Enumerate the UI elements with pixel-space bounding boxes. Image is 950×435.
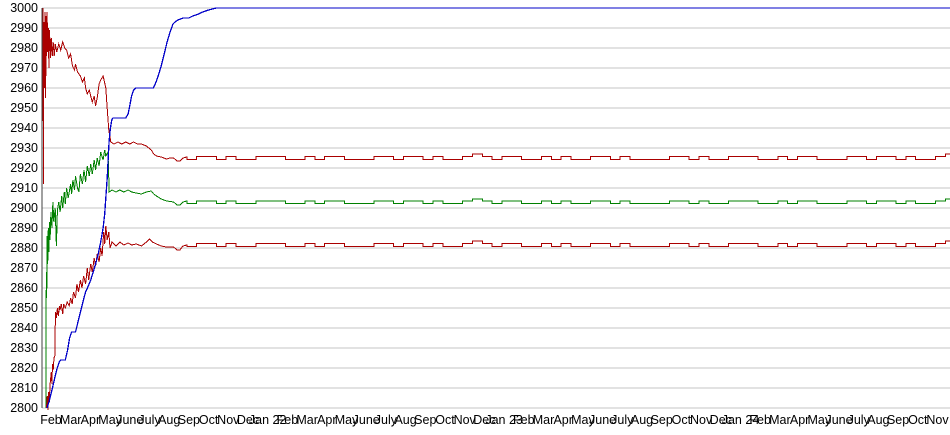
x-axis-month-label: Jan 22 (249, 413, 287, 427)
x-axis-month-label: July (848, 413, 871, 427)
y-axis-tick-label: 2940 (10, 121, 38, 135)
x-axis-month-label: July (611, 413, 634, 427)
series-blue-top-line (46, 7, 950, 409)
x-axis-month-label: May (571, 413, 595, 427)
y-axis-tick-label: 2990 (10, 21, 38, 35)
x-axis-month-label: June (825, 413, 852, 427)
x-axis-month-label: Apr (553, 413, 572, 427)
y-axis-tick-label: 2850 (10, 301, 38, 315)
y-axis-tick-label: 3000 (10, 1, 38, 15)
y-axis-tick-label: 2950 (10, 101, 38, 115)
x-axis-month-label: Mar (60, 413, 82, 427)
x-axis-month-label: June (116, 413, 143, 427)
x-axis-month-label: May (98, 413, 122, 427)
x-axis-month-label: Mar (769, 413, 791, 427)
y-axis-tick-label: 2910 (10, 181, 38, 195)
y-axis-tick-label: 2900 (10, 201, 38, 215)
x-axis-month-label: Sep (414, 413, 436, 427)
x-axis-month-label: Jan 24 (722, 413, 760, 427)
x-axis-month-label: Oct (908, 413, 928, 427)
y-axis-tick-label: 2890 (10, 221, 38, 235)
x-axis-month-label: Feb (277, 413, 299, 427)
x-axis-month-label: Oct (672, 413, 692, 427)
x-axis-month-label: Aug (394, 413, 416, 427)
x-axis-month-label: Oct (199, 413, 219, 427)
series-red-upper-line (42, 7, 950, 185)
x-axis-month-label: Nov (217, 413, 240, 427)
x-axis-month-label: Sep (887, 413, 909, 427)
y-axis-tick-label: 2820 (10, 361, 38, 375)
x-axis-month-label: Sep (178, 413, 200, 427)
x-axis-month-label: Feb (749, 413, 771, 427)
x-axis-month-label: Dec (710, 413, 732, 427)
x-axis-month-label: Aug (867, 413, 889, 427)
y-axis-tick-label: 2840 (10, 321, 38, 335)
gridlines (42, 7, 950, 409)
x-axis-month-label: July (375, 413, 398, 427)
y-axis-tick-label: 2980 (10, 41, 38, 55)
y-axis-tick-label: 2800 (10, 401, 38, 415)
x-axis-month-label: Nov (454, 413, 477, 427)
x-axis-month-label: July (138, 413, 161, 427)
x-axis-month-label: Dec (473, 413, 495, 427)
x-axis-month-label: Feb (513, 413, 535, 427)
x-axis-month-label: May (335, 413, 359, 427)
y-axis-tick-label: 2880 (10, 241, 38, 255)
x-axis-month-label: June (589, 413, 616, 427)
x-axis-month-label: June (353, 413, 380, 427)
y-axis-tick-label: 2830 (10, 341, 38, 355)
y-axis-labels: 3000 2990 2980 2970 2960 2950 2940 2930 2920 2910… (10, 1, 38, 415)
x-axis-month-label: Mar (296, 413, 318, 427)
x-axis-month-label: Feb (40, 413, 62, 427)
x-axis-month-label: Nov (926, 413, 949, 427)
y-axis-tick-label: 2860 (10, 281, 38, 295)
y-axis-tick-label: 2930 (10, 141, 38, 155)
x-axis-month-label: Nov (690, 413, 713, 427)
x-axis-month-label: Oct (435, 413, 455, 427)
x-axis-month-label: Apr (790, 413, 809, 427)
x-axis-month-label: Mar (533, 413, 555, 427)
y-axis-tick-label: 2970 (10, 61, 38, 75)
series-green-middle-line (45, 149, 950, 409)
x-axis-month-label: Jan 23 (485, 413, 523, 427)
x-axis-month-label: Apr (81, 413, 100, 427)
x-axis-month-label: Apr (317, 413, 336, 427)
x-axis-month-label: Dec (237, 413, 259, 427)
x-axis-month-label: Aug (158, 413, 180, 427)
y-axis-tick-label: 2810 (10, 381, 38, 395)
series-red-lower-line (46, 225, 950, 411)
x-axis-month-label: Aug (631, 413, 653, 427)
x-axis-month-label: Sep (651, 413, 673, 427)
y-axis-tick-label: 2870 (10, 261, 38, 275)
y-axis-tick-label: 2920 (10, 161, 38, 175)
y-axis-tick-label: 2960 (10, 81, 38, 95)
x-axis-month-label: May (807, 413, 831, 427)
